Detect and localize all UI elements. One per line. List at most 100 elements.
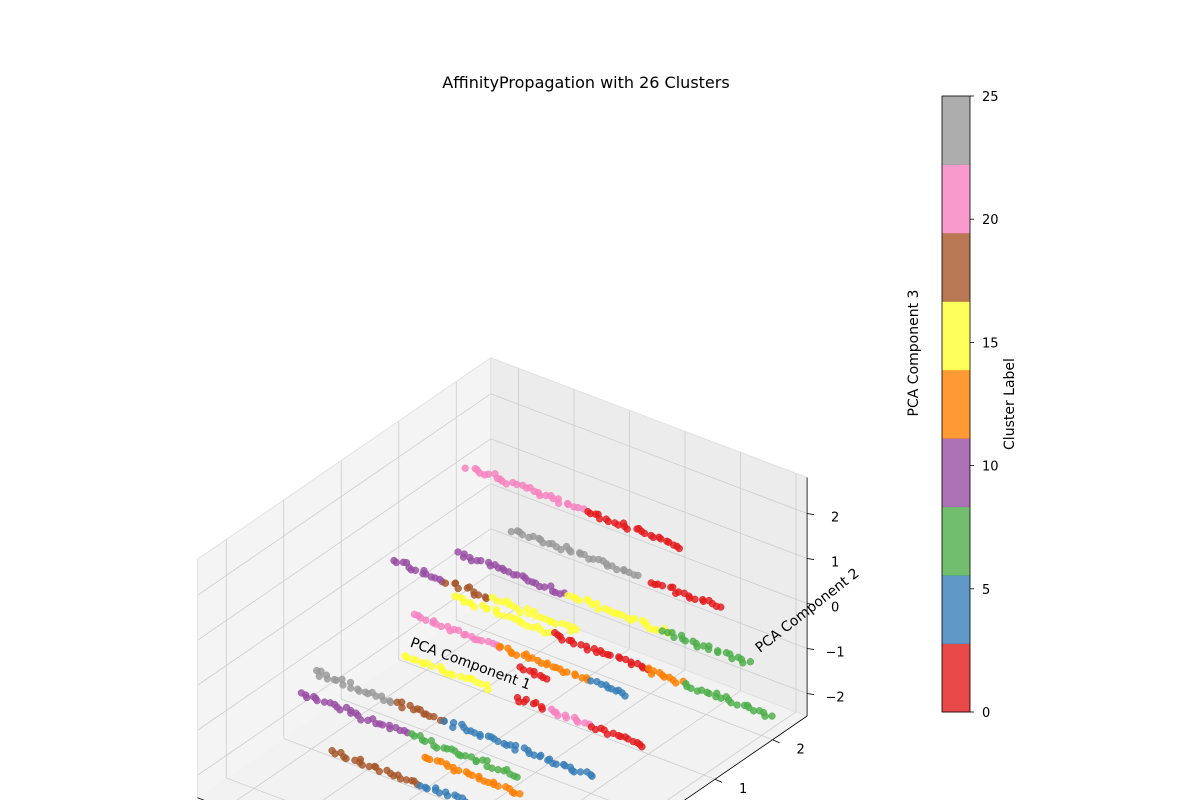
data-point — [658, 582, 667, 590]
data-point — [675, 544, 683, 553]
data-point — [454, 766, 463, 775]
data-point — [623, 525, 631, 533]
data-point — [511, 746, 519, 754]
colorbar-segment — [942, 643, 970, 713]
pane-edge — [197, 357, 491, 560]
data-point — [595, 515, 604, 523]
data-point — [437, 622, 445, 631]
data-point — [647, 670, 656, 678]
gridline-y-floor — [341, 698, 610, 800]
data-point — [402, 653, 411, 661]
data-point — [454, 584, 462, 593]
pane-edge — [490, 357, 808, 478]
series-cluster-7 — [440, 717, 596, 780]
z-tick — [807, 648, 815, 650]
data-point — [398, 704, 406, 712]
data-point — [576, 768, 585, 776]
data-point — [588, 772, 596, 780]
data-point — [449, 671, 457, 680]
data-point — [342, 754, 350, 763]
series-cluster-16 — [564, 591, 673, 637]
data-point — [543, 675, 551, 683]
series-cluster-1 — [647, 579, 725, 611]
gridline-x-floor — [236, 606, 519, 800]
data-point — [657, 535, 665, 543]
data-point — [557, 546, 565, 554]
data-point — [358, 761, 366, 769]
gridline-z-left — [197, 438, 491, 641]
gridline-x-floor — [666, 711, 797, 800]
gridline-z-back — [490, 573, 808, 694]
axes-panes — [197, 357, 808, 800]
data-point — [507, 528, 515, 536]
data-point — [449, 723, 457, 731]
data-point — [627, 660, 636, 669]
data-point — [606, 651, 614, 659]
z-axis-label: PCA Component 3 — [906, 290, 922, 417]
data-point — [519, 666, 528, 674]
data-point — [422, 616, 430, 624]
y-tick-label: 1 — [739, 782, 747, 797]
data-point — [375, 767, 383, 776]
axes-grid — [197, 368, 808, 800]
data-point — [516, 790, 524, 798]
data-point — [465, 583, 474, 591]
data-point — [558, 636, 566, 644]
data-point — [621, 692, 629, 700]
data-point — [430, 713, 438, 721]
data-point — [461, 752, 469, 760]
data-point — [704, 645, 713, 654]
data-point — [484, 686, 492, 694]
colorbar-segment — [942, 369, 970, 439]
data-point — [569, 640, 578, 648]
data-point — [477, 680, 485, 688]
data-point — [411, 566, 420, 574]
data-point — [634, 571, 642, 580]
series-cluster-18 — [441, 579, 490, 603]
series-cluster-9 — [682, 680, 776, 720]
data-point — [638, 743, 646, 751]
z-tick-label: −2 — [826, 691, 845, 706]
data-point — [567, 548, 575, 556]
colorbar-segment — [942, 506, 970, 576]
data-point — [613, 565, 621, 574]
data-point — [705, 689, 713, 698]
data-point — [421, 737, 429, 745]
data-point — [378, 721, 387, 729]
data-point — [313, 696, 321, 705]
y-tick-label: 2 — [796, 743, 804, 758]
z-tick-label: 1 — [831, 556, 839, 571]
data-point — [303, 693, 311, 702]
data-point — [470, 603, 478, 611]
data-point — [454, 548, 462, 556]
data-point — [433, 744, 441, 752]
series-cluster-6 — [416, 782, 472, 800]
data-point — [331, 750, 339, 758]
data-point — [554, 711, 562, 720]
data-point — [733, 701, 741, 709]
y-tick — [772, 739, 780, 744]
data-point — [482, 594, 490, 603]
series-cluster-6 — [587, 677, 629, 700]
data-point — [494, 610, 502, 619]
colorbar-label: Cluster Label — [1002, 358, 1018, 450]
z-tick — [807, 558, 815, 560]
z-tick — [807, 693, 815, 695]
data-point — [562, 714, 570, 722]
data-point — [640, 529, 649, 538]
series-cluster-24 — [313, 666, 395, 707]
gridline-y-floor — [456, 619, 773, 741]
data-point — [496, 643, 505, 651]
colorbar-segment — [942, 164, 970, 234]
data-point — [484, 470, 493, 478]
z-tick — [807, 603, 815, 605]
gridline-y-floor — [283, 738, 448, 800]
data-point — [462, 631, 470, 639]
gridline-z-left — [197, 483, 491, 686]
gridline-z-back — [490, 438, 808, 559]
series-cluster-4 — [513, 693, 546, 713]
colorbar-tick-label: 20 — [982, 213, 999, 228]
data-point — [472, 757, 480, 766]
series-cluster-10 — [297, 689, 411, 737]
